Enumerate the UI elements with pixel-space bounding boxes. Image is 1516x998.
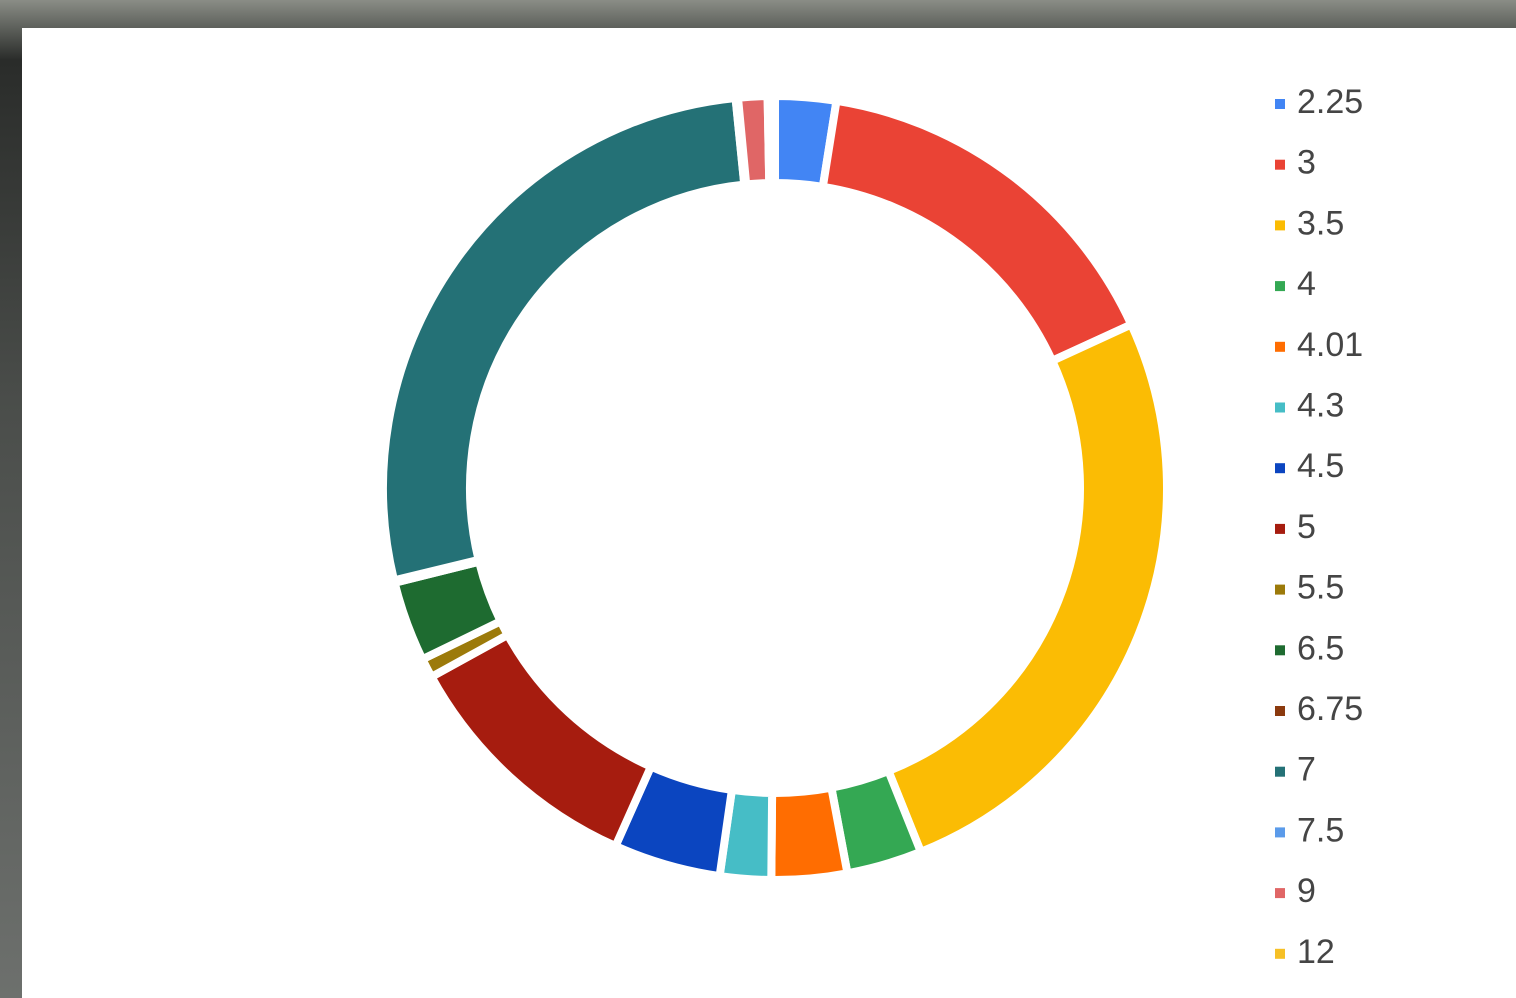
legend-swatch	[1275, 827, 1285, 838]
legend-swatch	[1275, 706, 1285, 716]
legend-label: 7.5	[1297, 811, 1344, 849]
donut-slice	[767, 783, 853, 884]
legend-swatch	[1275, 888, 1285, 899]
legend-label: 5	[1297, 508, 1316, 546]
legend-label: 9	[1297, 872, 1316, 910]
donut-slice	[818, 96, 1137, 367]
legend-swatch	[1275, 99, 1285, 109]
legend-swatch	[1275, 159, 1285, 170]
donut-slice	[379, 93, 749, 586]
legend-swatch	[1275, 948, 1285, 959]
legend-swatch	[1275, 463, 1285, 474]
legend-label: 4.5	[1297, 447, 1344, 485]
legend-swatch	[1275, 281, 1285, 292]
donut-slice	[426, 629, 657, 852]
legend-label: 6.75	[1297, 690, 1363, 728]
legend-label: 4.01	[1297, 326, 1363, 364]
donut-slice	[763, 91, 779, 188]
legend-label: 6.5	[1297, 629, 1344, 667]
legend-swatch	[1275, 523, 1285, 534]
legend-swatch	[1275, 402, 1285, 413]
legend-label: 12	[1297, 933, 1335, 971]
legend-label: 4	[1297, 265, 1316, 303]
legend-label: 2.25	[1297, 83, 1363, 121]
legend-label: 5.5	[1297, 569, 1344, 607]
legend-swatch	[1275, 584, 1285, 595]
donut-slice	[883, 319, 1171, 858]
legend-label: 3.5	[1297, 204, 1344, 242]
legend-swatch	[1275, 766, 1285, 777]
legend-swatch	[1275, 220, 1285, 231]
legend-label: 7	[1297, 751, 1316, 789]
legend-swatch	[1275, 341, 1285, 352]
legend-swatch	[1275, 645, 1285, 656]
legend-label: 3	[1297, 144, 1316, 182]
legend-label: 4.3	[1297, 386, 1344, 424]
